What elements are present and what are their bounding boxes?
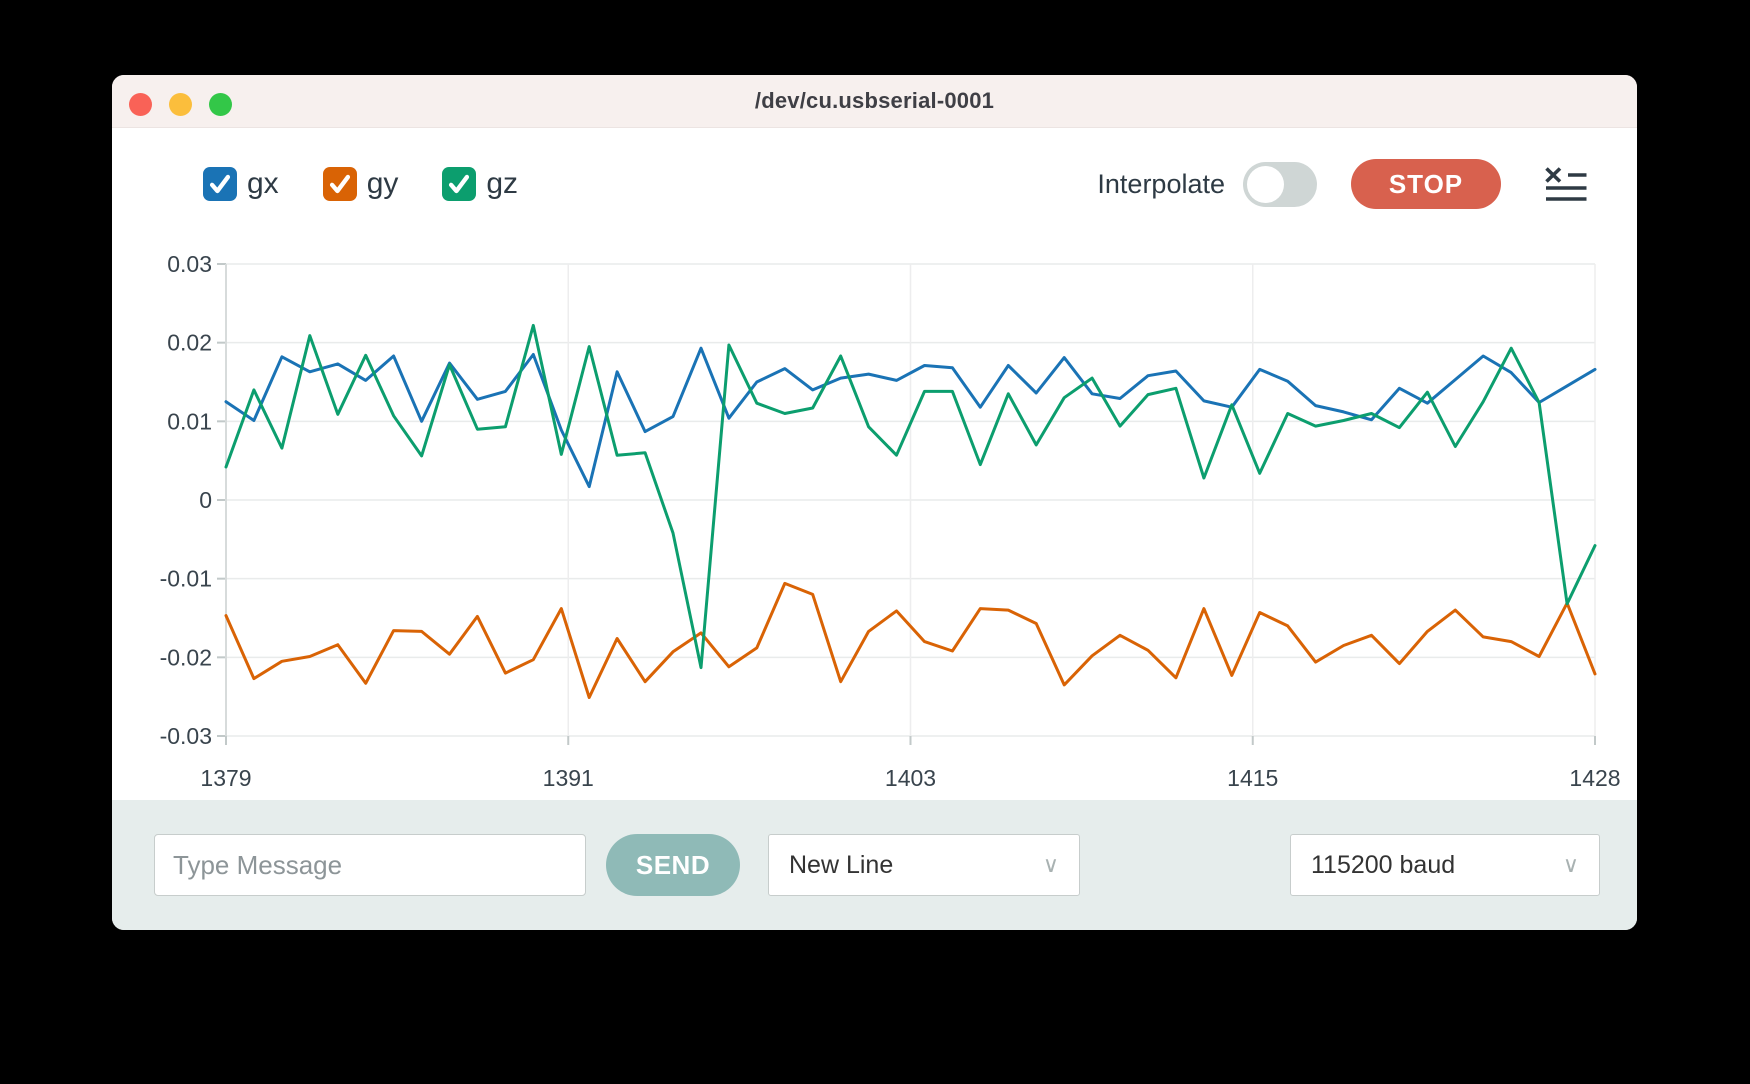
- zoom-window-button[interactable]: [209, 93, 232, 116]
- gx-checkbox-icon[interactable]: [203, 167, 237, 201]
- series-gz-legend[interactable]: gz: [442, 167, 518, 201]
- series-line-gy: [224, 581, 1597, 699]
- y-tick-label: -0.01: [160, 566, 212, 592]
- window-title: /dev/cu.usbserial-0001: [754, 88, 995, 113]
- baud-rate-select[interactable]: 115200 baud ∨: [1290, 834, 1600, 896]
- chart-area: 0.03 0.02 0.01 0 -0.01 -0.02 -0.03 1379 1391 1403…: [112, 234, 1637, 799]
- line-ending-select[interactable]: New Line ∨: [768, 834, 1080, 896]
- series-line-gx: [224, 346, 1597, 489]
- title-bar[interactable]: /dev/cu.usbserial-0001: [112, 75, 1637, 128]
- series-gy-legend[interactable]: gy: [322, 167, 399, 201]
- plot-controls-row: gx gy gz Interpolate STOP: [112, 154, 1637, 214]
- message-bar: SEND New Line ∨ 115200 baud ∨: [112, 800, 1637, 930]
- line-chart-canvas[interactable]: 0.03 0.02 0.01 0 -0.01 -0.02 -0.03 1379 1391 1403…: [112, 234, 1637, 799]
- x-tick-label: 1379: [200, 765, 251, 791]
- interpolate-toggle[interactable]: [1243, 161, 1317, 207]
- interpolate-label: Interpolate: [1097, 168, 1225, 199]
- minimize-window-button[interactable]: [169, 93, 192, 116]
- gz-checkbox-icon[interactable]: [442, 167, 477, 201]
- chevron-down-icon: ∨: [1562, 852, 1579, 877]
- y-tick-label: -0.02: [160, 644, 212, 670]
- series-gx-legend[interactable]: gx: [203, 167, 279, 201]
- y-tick-label: 0.03: [167, 251, 212, 277]
- chevron-down-icon: ∨: [1042, 852, 1059, 877]
- x-tick-label: 1415: [1227, 765, 1278, 791]
- series-gy-label: gy: [366, 167, 399, 200]
- interpolate-toggle-knob: [1247, 165, 1284, 203]
- y-tick-label: 0.02: [167, 330, 212, 356]
- series-gx-label: gx: [247, 167, 279, 200]
- y-tick-label: 0: [199, 487, 212, 513]
- x-tick-label: 1403: [885, 765, 936, 791]
- baud-rate-value: 115200 baud: [1311, 850, 1456, 879]
- app-window: /dev/cu.usbserial-0001 gx gy gz Interpol…: [112, 75, 1637, 930]
- close-window-button[interactable]: [129, 93, 152, 116]
- x-tick-label: 1391: [543, 765, 594, 791]
- x-tick-label: 1428: [1569, 765, 1620, 791]
- series-gz-label: gz: [486, 167, 519, 200]
- y-tick-label: 0.01: [167, 408, 212, 434]
- series-line-gz: [224, 323, 1597, 670]
- send-button[interactable]: SEND: [606, 834, 740, 896]
- stop-button[interactable]: STOP: [1351, 159, 1501, 209]
- traffic-lights: [129, 93, 232, 116]
- message-input[interactable]: [154, 834, 586, 896]
- clear-list-icon[interactable]: [1544, 166, 1588, 202]
- line-ending-value: New Line: [789, 850, 894, 879]
- gy-checkbox-icon[interactable]: [322, 167, 357, 201]
- y-tick-label: -0.03: [160, 723, 212, 749]
